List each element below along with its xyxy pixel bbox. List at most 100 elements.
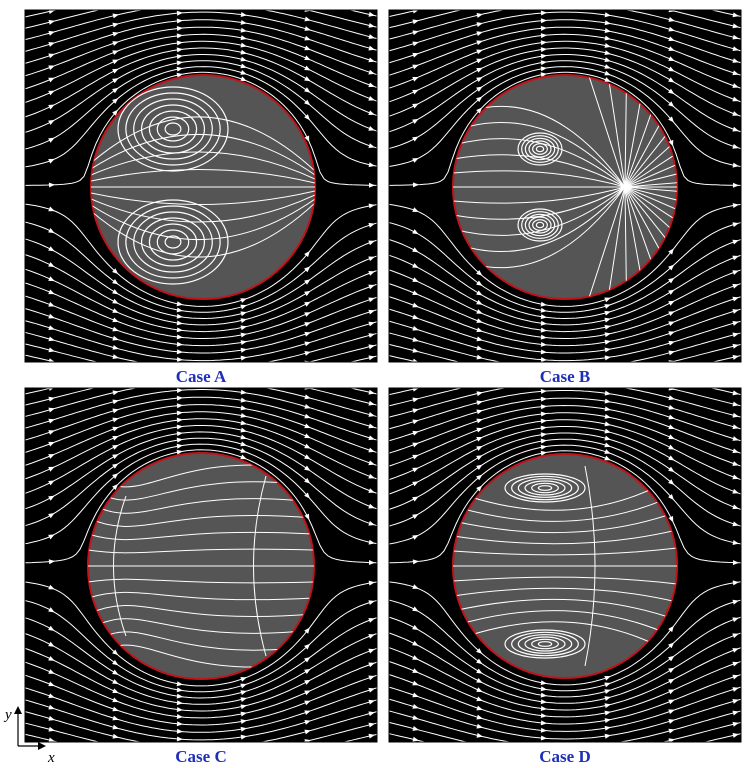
streamline: [88, 531, 314, 541]
streamline-arrow: [540, 388, 547, 394]
streamline-arrow: [412, 41, 419, 47]
streamline: [20, 0, 380, 7]
streamline-arrow: [368, 271, 375, 276]
streamline-arrow: [176, 47, 183, 53]
streamline-arrow: [540, 727, 547, 733]
streamline: [91, 169, 315, 184]
streamline-arrow: [412, 76, 419, 82]
streamline: [389, 332, 741, 362]
streamline-arrow: [240, 311, 247, 317]
streamline-arrow: [540, 357, 547, 362]
streamline-arrow: [240, 42, 247, 48]
streamline-arrow: [369, 1, 375, 6]
streamline-arrow: [412, 584, 419, 589]
streamline-arrow: [368, 110, 375, 116]
streamline: [453, 186, 626, 236]
streamline-arrow: [304, 351, 311, 356]
streamline-arrow: [412, 118, 419, 124]
streamline-arrow: [540, 720, 547, 726]
streamline-arrow: [476, 22, 483, 27]
streamline-arrow: [112, 31, 119, 37]
streamline-arrow: [732, 424, 739, 430]
streamline-arrow: [240, 27, 247, 33]
streamline: [389, 343, 741, 362]
streamline-arrow: [176, 341, 183, 347]
streamline: [389, 238, 741, 320]
streamline-arrow: [604, 347, 611, 353]
streamline-arrow: [668, 466, 675, 473]
streamline: [25, 331, 377, 362]
streamline-arrow: [368, 539, 375, 545]
streamline-arrow: [668, 404, 675, 410]
streamline: [389, 26, 741, 76]
streamline-arrow: [412, 19, 419, 25]
streamline-arrow: [412, 290, 419, 295]
streamline-arrow: [112, 308, 119, 313]
streamline-arrow: [48, 276, 55, 282]
streamline-arrow: [368, 560, 375, 566]
streamline-arrow: [240, 49, 247, 55]
streamline-arrow: [112, 344, 119, 350]
streamline-arrow: [412, 692, 419, 698]
vortex-loop: [537, 485, 553, 491]
streamline-arrow: [476, 427, 483, 433]
streamline: [25, 66, 377, 168]
streamline-arrow: [412, 559, 419, 565]
vortex-loop: [156, 116, 190, 142]
streamline-arrow: [412, 277, 419, 283]
streamline-arrow: [241, 4, 247, 9]
streamline-arrow: [733, 377, 739, 382]
streamline-arrow: [48, 607, 55, 613]
streamline: [389, 66, 741, 168]
streamline-arrow: [240, 56, 247, 62]
streamline-arrow: [176, 443, 183, 449]
streamline-arrow: [304, 35, 311, 41]
streamline-arrow: [368, 423, 375, 429]
streamline: [25, 19, 377, 64]
streamline-arrow: [732, 617, 739, 623]
streamline-arrow: [304, 99, 311, 106]
streamline-arrow: [668, 331, 675, 336]
streamline-arrow: [369, 755, 375, 760]
streamline: [91, 190, 315, 205]
streamline: [389, 710, 741, 742]
streamline-arrow: [49, 365, 55, 370]
streamline-arrow: [668, 709, 675, 715]
vortex-loop: [524, 137, 556, 161]
streamline-arrow: [668, 350, 675, 356]
streamline-arrow: [604, 297, 611, 303]
streamline-arrow: [604, 428, 611, 434]
streamline-arrow: [476, 668, 483, 674]
streamline-arrow: [112, 733, 119, 739]
streamline-arrow: [668, 424, 675, 430]
vortex-loop: [511, 475, 579, 501]
streamline-arrow: [48, 301, 55, 307]
streamline-arrow: [240, 454, 247, 460]
streamline-arrow: [240, 448, 247, 453]
streamline-arrow: [412, 10, 419, 14]
streamline: [25, 443, 377, 545]
streamline-arrow: [669, 0, 675, 3]
streamline-arrow: [48, 559, 55, 565]
streamline-arrow: [176, 313, 183, 319]
streamline-arrow: [304, 87, 311, 93]
streamline-arrow: [605, 366, 611, 371]
streamline-arrow: [368, 222, 375, 228]
streamline-arrow: [732, 504, 739, 510]
streamline-arrow: [412, 513, 419, 520]
streamline-arrow: [604, 35, 611, 41]
streamline-arrow: [412, 680, 419, 686]
streamline-arrow: [412, 302, 419, 308]
streamline: [88, 591, 314, 601]
streamline-arrow: [368, 126, 375, 131]
streamline-arrow: [668, 248, 674, 255]
vortex-loop: [535, 145, 545, 153]
streamline: [389, 60, 741, 150]
streamline-arrow: [368, 634, 375, 639]
streamline-arrow: [369, 368, 375, 373]
streamline-arrow: [176, 60, 183, 66]
streamline-arrow: [48, 77, 55, 83]
streamline-arrow: [48, 466, 55, 472]
streamline-arrow: [732, 143, 739, 149]
streamline-arrow: [732, 83, 739, 88]
